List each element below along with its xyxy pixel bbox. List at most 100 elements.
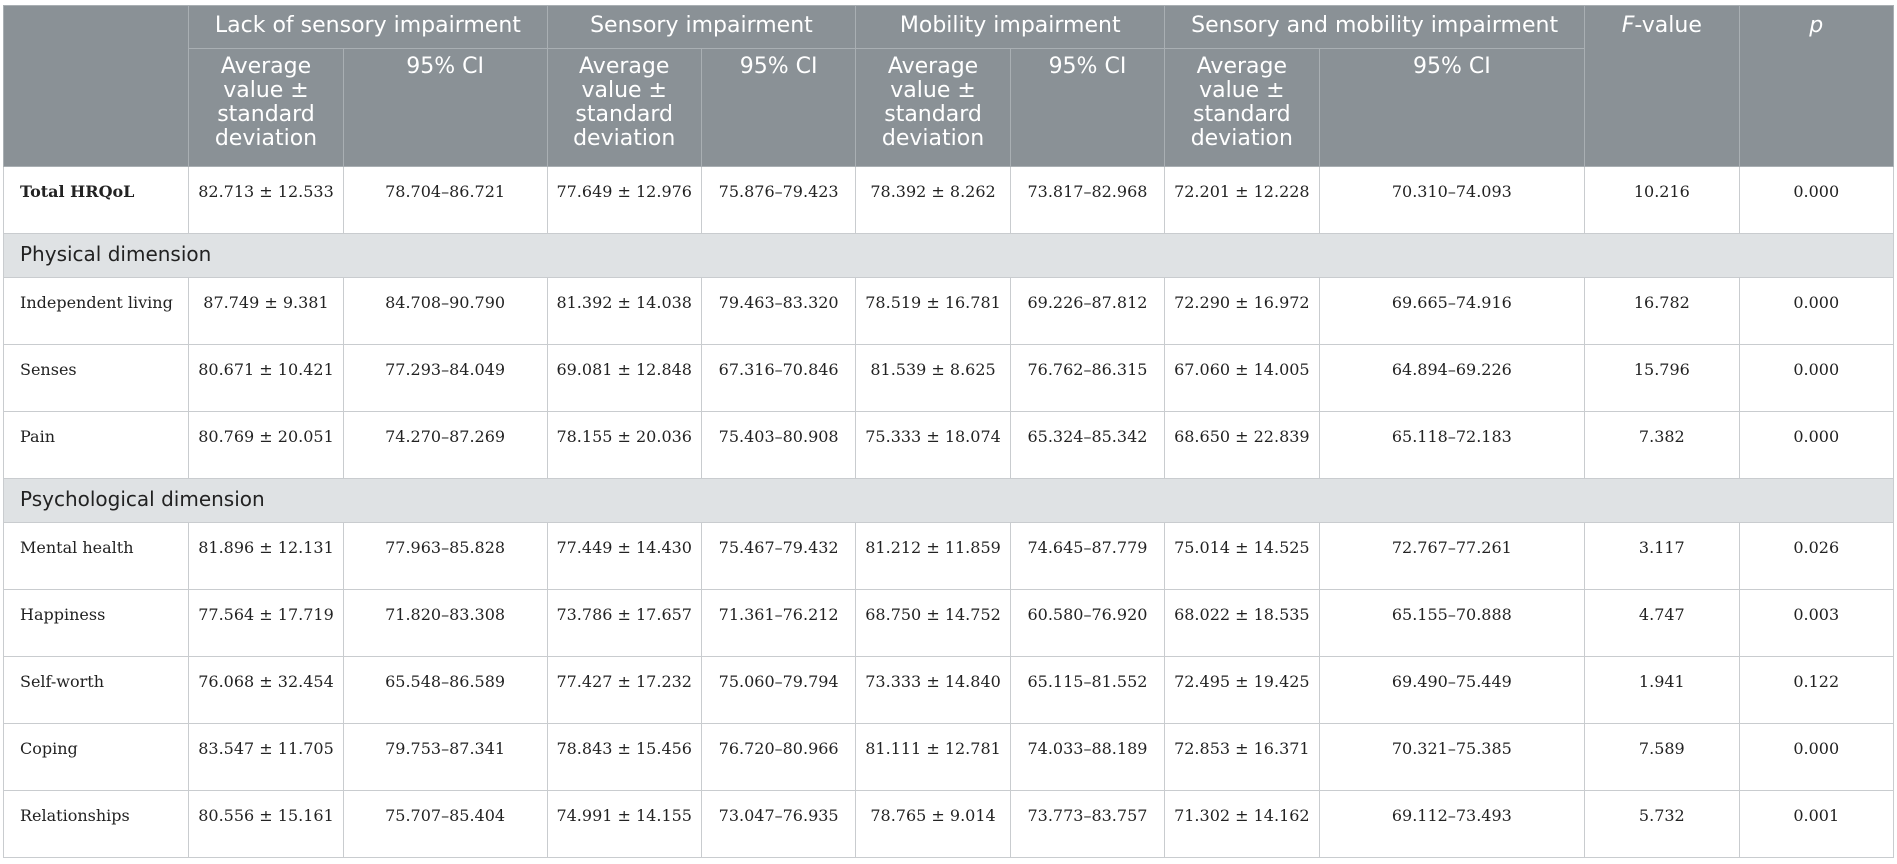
mean-sd-cell: 72.290 ± 16.972 — [1164, 277, 1320, 345]
mean-sd-cell: 68.022 ± 18.535 — [1164, 589, 1320, 657]
p-value-cell: 0.001 — [1738, 790, 1895, 858]
table-row: Pain 80.769 ± 20.051 74.270–87.269 78.155 ±… — [2, 411, 1895, 479]
ci-cell: 69.490–75.449 — [1318, 656, 1586, 724]
ci-cell: 73.047–76.935 — [700, 790, 857, 858]
mean-sd-cell: 78.519 ± 16.781 — [855, 277, 1011, 345]
f-value-header-italic: F — [1621, 13, 1635, 38]
ci-cell: 71.820–83.308 — [342, 589, 548, 657]
ci-cell: 75.707–85.404 — [342, 790, 548, 858]
ci-cell: 84.708–90.790 — [342, 277, 548, 345]
ci-cell: 75.876–79.423 — [700, 166, 857, 234]
ci-cell: 69.112–73.493 — [1318, 790, 1586, 858]
f-value-cell: 4.747 — [1584, 589, 1740, 657]
f-value-header-rest: -value — [1634, 13, 1702, 38]
group-header: Lack of sensory impairment — [188, 5, 548, 49]
p-value-cell: 0.000 — [1738, 166, 1895, 234]
section-title: Physical dimension — [3, 233, 1894, 278]
row-label: Pain — [2, 411, 190, 479]
p-value-cell: 0.000 — [1738, 723, 1895, 791]
mean-sd-cell: 81.111 ± 12.781 — [855, 723, 1011, 791]
mean-sd-cell: 73.333 ± 14.840 — [855, 656, 1011, 724]
hrqol-table: Lack of sensory impairment Sensory impai… — [2, 5, 1895, 858]
ci-cell: 65.118–72.183 — [1318, 411, 1586, 479]
mean-sd-cell: 78.765 ± 9.014 — [855, 790, 1011, 858]
table-row: Independent living 87.749 ± 9.381 84.708–9… — [2, 277, 1895, 345]
ci-cell: 77.293–84.049 — [342, 344, 548, 412]
row-label: Mental health — [2, 522, 190, 590]
p-value-cell: 0.000 — [1738, 411, 1895, 479]
mean-sd-cell: 72.853 ± 16.371 — [1164, 723, 1320, 791]
ci-cell: 67.316–70.846 — [700, 344, 857, 412]
table-row-total: Total HRQoL 82.713 ± 12.533 78.704–86.72… — [2, 166, 1895, 234]
ci-cell: 74.270–87.269 — [342, 411, 548, 479]
ci-cell: 65.155–70.888 — [1318, 589, 1586, 657]
mean-sd-cell: 77.649 ± 12.976 — [546, 166, 702, 234]
mean-sd-cell: 81.212 ± 11.859 — [855, 522, 1011, 590]
p-value-header-text: p — [1809, 13, 1824, 38]
p-value-cell: 0.122 — [1738, 656, 1895, 724]
row-label: Coping — [2, 723, 190, 791]
f-value-cell: 16.782 — [1584, 277, 1740, 345]
group-header: Sensory and mobility impairment — [1164, 5, 1586, 49]
mean-sd-cell: 77.427 ± 17.232 — [546, 656, 702, 724]
table-row: Self-worth 76.068 ± 32.454 65.548–86.589 77… — [2, 656, 1895, 724]
p-value-header: p — [1738, 5, 1895, 167]
ci-cell: 79.463–83.320 — [700, 277, 857, 345]
table-row: Relationships 80.556 ± 15.161 75.707–85.40… — [2, 790, 1895, 858]
ci-cell: 71.361–76.212 — [700, 589, 857, 657]
mean-sd-cell: 83.547 ± 11.705 — [188, 723, 344, 791]
ci-cell: 65.115–81.552 — [1009, 656, 1166, 724]
ci-cell: 73.817–82.968 — [1009, 166, 1166, 234]
mean-sd-cell: 73.786 ± 17.657 — [546, 589, 702, 657]
f-value-cell: 10.216 — [1584, 166, 1740, 234]
ci-cell: 65.324–85.342 — [1009, 411, 1166, 479]
ci-cell: 60.580–76.920 — [1009, 589, 1166, 657]
mean-sd-cell: 80.769 ± 20.051 — [188, 411, 344, 479]
mean-sd-cell: 76.068 ± 32.454 — [188, 656, 344, 724]
ci-cell: 74.645–87.779 — [1009, 522, 1166, 590]
mean-sd-cell: 81.896 ± 12.131 — [188, 522, 344, 590]
ci-cell: 73.773–83.757 — [1009, 790, 1166, 858]
mean-sd-cell: 67.060 ± 14.005 — [1164, 344, 1320, 412]
f-value-cell: 3.117 — [1584, 522, 1740, 590]
mean-sd-header: Average value ± standard deviation — [855, 48, 1011, 167]
ci-header: 95% CI — [1009, 48, 1166, 167]
ci-cell: 77.963–85.828 — [342, 522, 548, 590]
table-row: Mental health 81.896 ± 12.131 77.963–85.82… — [2, 522, 1895, 590]
row-label: Relationships — [2, 790, 190, 858]
mean-sd-cell: 75.014 ± 14.525 — [1164, 522, 1320, 590]
mean-sd-cell: 72.201 ± 12.228 — [1164, 166, 1320, 234]
mean-sd-cell: 75.333 ± 18.074 — [855, 411, 1011, 479]
ci-cell: 78.704–86.721 — [342, 166, 548, 234]
p-value-cell: 0.000 — [1738, 344, 1895, 412]
f-value-cell: 15.796 — [1584, 344, 1740, 412]
group-header: Mobility impairment — [855, 5, 1166, 49]
ci-cell: 69.226–87.812 — [1009, 277, 1166, 345]
mean-sd-header: Average value ± standard deviation — [1164, 48, 1320, 167]
table-row: Happiness 77.564 ± 17.719 71.820–83.308 73.… — [2, 589, 1895, 657]
ci-cell: 75.060–79.794 — [700, 656, 857, 724]
mean-sd-cell: 72.495 ± 19.425 — [1164, 656, 1320, 724]
ci-cell: 75.467–79.432 — [700, 522, 857, 590]
row-label: Happiness — [2, 589, 190, 657]
section-title: Psychological dimension — [3, 478, 1894, 523]
mean-sd-cell: 82.713 ± 12.533 — [188, 166, 344, 234]
table-row: Senses 80.671 ± 10.421 77.293–84.049 69.081… — [2, 344, 1895, 412]
mean-sd-cell: 68.650 ± 22.839 — [1164, 411, 1320, 479]
ci-cell: 69.665–74.916 — [1318, 277, 1586, 345]
mean-sd-cell: 87.749 ± 9.381 — [188, 277, 344, 345]
ci-cell: 76.762–86.315 — [1009, 344, 1166, 412]
ci-header: 95% CI — [342, 48, 548, 167]
section-row: Physical dimension — [3, 233, 1894, 278]
ci-header: 95% CI — [700, 48, 857, 167]
mean-sd-cell: 80.671 ± 10.421 — [188, 344, 344, 412]
p-value-cell: 0.003 — [1738, 589, 1895, 657]
f-value-header: F-value — [1584, 5, 1740, 167]
mean-sd-header: Average value ± standard deviation — [188, 48, 344, 167]
p-value-cell: 0.000 — [1738, 277, 1895, 345]
mean-sd-cell: 77.564 ± 17.719 — [188, 589, 344, 657]
mean-sd-cell: 81.539 ± 8.625 — [855, 344, 1011, 412]
ci-cell: 65.548–86.589 — [342, 656, 548, 724]
ci-cell: 76.720–80.966 — [700, 723, 857, 791]
row-label: Independent living — [2, 277, 190, 345]
